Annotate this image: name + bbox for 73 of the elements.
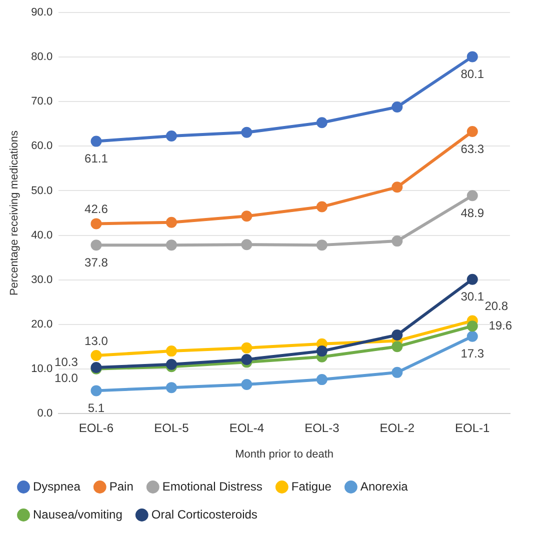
point	[392, 330, 403, 341]
x-axis-title: Month prior to death	[235, 448, 334, 460]
data-label: 37.8	[84, 255, 108, 270]
legend-label: Fatigue	[291, 479, 332, 494]
point	[241, 126, 252, 138]
data-label: 17.3	[460, 346, 484, 361]
legend-label: Nausea/vomiting	[33, 507, 122, 522]
point	[241, 342, 252, 354]
point	[316, 374, 328, 386]
point	[241, 378, 252, 390]
data-label: 5.1	[88, 401, 105, 415]
point	[316, 117, 328, 128]
point	[166, 240, 177, 251]
legend-label: Dyspnea	[33, 479, 81, 494]
x-tick-label: EOL-3	[304, 420, 340, 435]
y-axis-title: Percentage receiving medications	[8, 130, 21, 296]
point	[392, 182, 403, 193]
x-tick-label: EOL-4	[229, 420, 264, 435]
point	[166, 130, 177, 142]
data-label: 10.3	[54, 354, 78, 369]
data-label: 10.0	[54, 371, 78, 386]
point	[316, 201, 328, 212]
x-tick-label: EOL-6	[78, 420, 114, 435]
y-tick-label: 90.0	[31, 6, 53, 19]
point	[392, 102, 403, 113]
y-tick-label: 70.0	[31, 96, 53, 108]
legend-label: Emotional Distress	[162, 479, 262, 494]
y-tick-label: 50.0	[31, 184, 53, 197]
y-tick-label: 20.0	[31, 318, 53, 330]
point	[316, 240, 328, 251]
data-label: 80.1	[460, 67, 484, 81]
point	[316, 346, 328, 357]
point	[241, 239, 252, 250]
data-label: 30.1	[460, 290, 484, 304]
x-tick-label: EOL-1	[455, 420, 490, 435]
point	[166, 358, 177, 370]
point	[90, 240, 102, 251]
data-label: 20.8	[484, 299, 508, 314]
point	[90, 218, 102, 230]
point	[466, 320, 478, 332]
legend-label: Anorexia	[360, 479, 408, 494]
x-tick-label: EOL-5	[154, 420, 190, 435]
point	[90, 350, 102, 362]
y-tick-label: 10.0	[31, 362, 53, 375]
point	[392, 341, 403, 352]
point	[241, 210, 252, 222]
y-tick-label: 40.0	[31, 229, 53, 242]
y-tick-label: 0.0	[37, 407, 53, 420]
point	[241, 354, 252, 366]
point	[166, 216, 177, 228]
point	[166, 382, 177, 394]
point	[392, 236, 403, 247]
y-tick-label: 30.0	[31, 274, 53, 286]
data-label: 63.3	[460, 142, 484, 156]
y-tick-label: 60.0	[31, 140, 53, 152]
data-label: 13.0	[84, 334, 108, 348]
point	[466, 126, 478, 138]
x-tick-label: EOL-2	[380, 420, 415, 435]
point	[466, 190, 478, 202]
legend-label: Pain	[109, 479, 134, 494]
point	[466, 51, 478, 62]
point	[166, 346, 177, 357]
data-label: 42.6	[84, 202, 108, 216]
legend-label: Oral Corticosteroids	[151, 507, 258, 522]
point	[466, 274, 478, 285]
point	[466, 330, 478, 342]
data-label: 48.9	[460, 206, 484, 220]
y-tick-label: 80.0	[31, 51, 53, 64]
data-label: 19.6	[488, 318, 512, 332]
data-label: 61.1	[84, 152, 108, 166]
point	[90, 385, 102, 396]
point	[90, 136, 102, 147]
point	[392, 366, 403, 378]
